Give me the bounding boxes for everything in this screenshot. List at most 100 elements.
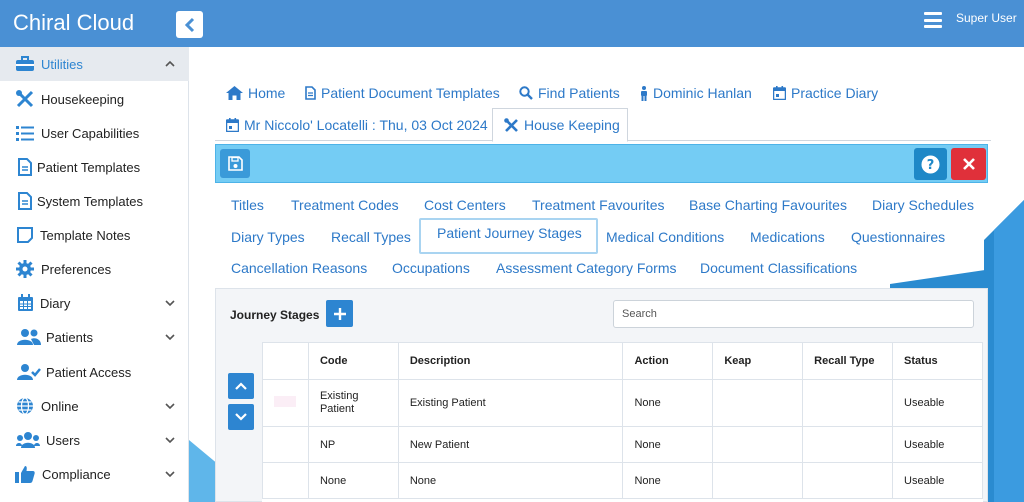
sidebar-item-users[interactable]: Users <box>0 423 189 457</box>
subtab-questionnaires[interactable]: Questionnaires <box>851 229 946 245</box>
sidebar-item-system-templates[interactable]: System Templates <box>0 184 189 218</box>
gear-icon <box>15 259 35 279</box>
home-icon <box>226 86 243 100</box>
chevron-down-icon <box>235 413 247 421</box>
sidebar-item-online[interactable]: Online <box>0 389 189 423</box>
sidebar-item-label: Preferences <box>41 261 112 277</box>
toolbox-icon <box>15 54 35 74</box>
code-cell: NP <box>307 426 399 463</box>
column-header[interactable]: Recall Type <box>802 342 894 380</box>
table-row[interactable]: Existing Patient Existing Patient None U… <box>262 379 983 427</box>
subtab-document-classifications[interactable]: Document Classifications <box>700 260 858 276</box>
collapse-sidebar-button[interactable] <box>176 11 203 38</box>
description-cell: New Patient <box>397 426 624 463</box>
table-row[interactable]: None None None Useable <box>262 462 983 499</box>
tab-label: Home <box>248 85 286 101</box>
sidebar-item-label: Diary <box>40 295 71 311</box>
tab-label: House Keeping <box>524 117 620 133</box>
move-up-button[interactable] <box>228 373 254 399</box>
subtab-cancellation-reasons[interactable]: Cancellation Reasons <box>231 260 368 276</box>
tab-label: Patient Document Templates <box>321 85 500 101</box>
sidebar-item-compliance[interactable]: Compliance <box>0 457 189 491</box>
chevron-down-icon <box>165 437 175 444</box>
user-name[interactable]: Super User <box>956 11 1017 25</box>
column-header[interactable]: Code <box>307 342 399 380</box>
brand-title: Chiral Cloud <box>13 10 135 35</box>
background-decor <box>890 270 985 290</box>
thumbs-up-icon <box>15 464 35 484</box>
table-row[interactable]: NP New Patient None Useable <box>262 426 983 463</box>
sidebar-item-label: Template Notes <box>40 227 131 243</box>
tab-house-keeping[interactable]: House Keeping <box>492 108 628 142</box>
column-header[interactable]: Description <box>397 342 624 380</box>
form-toolbar: ? <box>215 144 988 183</box>
subtab-diary-schedules[interactable]: Diary Schedules <box>872 197 974 213</box>
tab-practice-diary[interactable]: Practice Diary <box>773 84 878 102</box>
note-icon <box>15 225 35 245</box>
subtab-treatment-favourites[interactable]: Treatment Favourites <box>532 197 665 213</box>
subtab-patient-journey-stages[interactable]: Patient Journey Stages <box>419 218 598 254</box>
subtab-treatment-codes[interactable]: Treatment Codes <box>291 197 399 213</box>
subtab-assessment-category-forms[interactable]: Assessment Category Forms <box>496 260 677 276</box>
subtab-medications[interactable]: Medications <box>750 229 825 245</box>
background-decor <box>189 440 219 502</box>
chevron-down-icon <box>165 403 175 410</box>
chevron-left-icon <box>184 17 194 32</box>
tab-dominic-hanlan[interactable]: Dominic Hanlan <box>640 84 752 102</box>
sidebar-item-user-capabilities[interactable]: User Capabilities <box>0 116 189 150</box>
sidebar-item-utilities[interactable]: Utilities <box>0 47 189 81</box>
calendar-icon <box>226 118 239 132</box>
sidebar-item-label: Users <box>46 432 80 448</box>
tab-find-patients[interactable]: Find Patients <box>519 84 620 102</box>
subtab-occupations[interactable]: Occupations <box>392 260 470 276</box>
sidebar-item-label: Patient Access <box>46 364 132 380</box>
tab-home[interactable]: Home <box>226 84 285 102</box>
menu-icon[interactable] <box>924 12 942 28</box>
sidebar-item-template-notes[interactable]: Template Notes <box>0 218 189 252</box>
move-down-button[interactable] <box>228 404 254 430</box>
tab-label: Find Patients <box>538 85 620 101</box>
sidebar-item-label: System Templates <box>37 193 143 209</box>
code-cell: Existing Patient <box>307 379 399 427</box>
row-color-cell <box>262 426 309 463</box>
sidebar-item-housekeeping[interactable]: Housekeeping <box>0 82 189 116</box>
subtab-recall-types[interactable]: Recall Types <box>331 229 411 245</box>
svg-text:?: ? <box>927 158 935 173</box>
tab-appointment[interactable]: Mr Niccolo' Locatelli : Thu, 03 Oct 2024 <box>226 116 488 134</box>
help-button[interactable]: ? <box>914 148 947 180</box>
row-color-cell <box>262 379 309 427</box>
sidebar-item-patients[interactable]: Patients <box>0 320 189 354</box>
action-cell: None <box>622 426 714 463</box>
subtab-medical-conditions[interactable]: Medical Conditions <box>606 229 725 245</box>
sidebar-item-diary[interactable]: Diary <box>0 286 189 320</box>
column-header[interactable]: Status <box>892 342 983 380</box>
subtab-titles[interactable]: Titles <box>231 197 264 213</box>
subtab-base-charting-favourites[interactable]: Base Charting Favourites <box>689 197 847 213</box>
row-color-cell <box>262 462 309 499</box>
action-cell: None <box>622 379 714 427</box>
save-icon <box>227 156 243 171</box>
search-input[interactable] <box>613 300 974 328</box>
list-icon <box>15 123 35 143</box>
plus-icon <box>333 307 346 320</box>
add-stage-button[interactable] <box>326 300 353 327</box>
sidebar-item-preferences[interactable]: Preferences <box>0 252 189 286</box>
tab-patient-document-templates[interactable]: Patient Document Templates <box>305 84 500 102</box>
tab-label: Practice Diary <box>791 85 879 101</box>
description-cell: None <box>397 462 624 499</box>
sidebar-item-patient-templates[interactable]: Patient Templates <box>0 150 189 184</box>
column-header[interactable]: Action <box>622 342 714 380</box>
subtab-diary-types[interactable]: Diary Types <box>231 229 305 245</box>
save-button[interactable] <box>220 149 250 178</box>
document-icon <box>15 191 35 211</box>
close-button[interactable] <box>951 148 986 180</box>
tab-label: Mr Niccolo' Locatelli : Thu, 03 Oct 2024 <box>244 117 488 133</box>
status-cell: Useable <box>892 426 983 463</box>
globe-icon <box>15 396 35 416</box>
sidebar-item-patient-access[interactable]: Patient Access <box>0 355 189 389</box>
subtab-cost-centers[interactable]: Cost Centers <box>424 197 506 213</box>
tools-icon <box>15 89 35 109</box>
column-header[interactable]: Keap <box>712 342 804 380</box>
sidebar: Utilities Housekeeping User Capabilities… <box>0 47 189 502</box>
top-header: Chiral Cloud Super User <box>0 0 1024 47</box>
